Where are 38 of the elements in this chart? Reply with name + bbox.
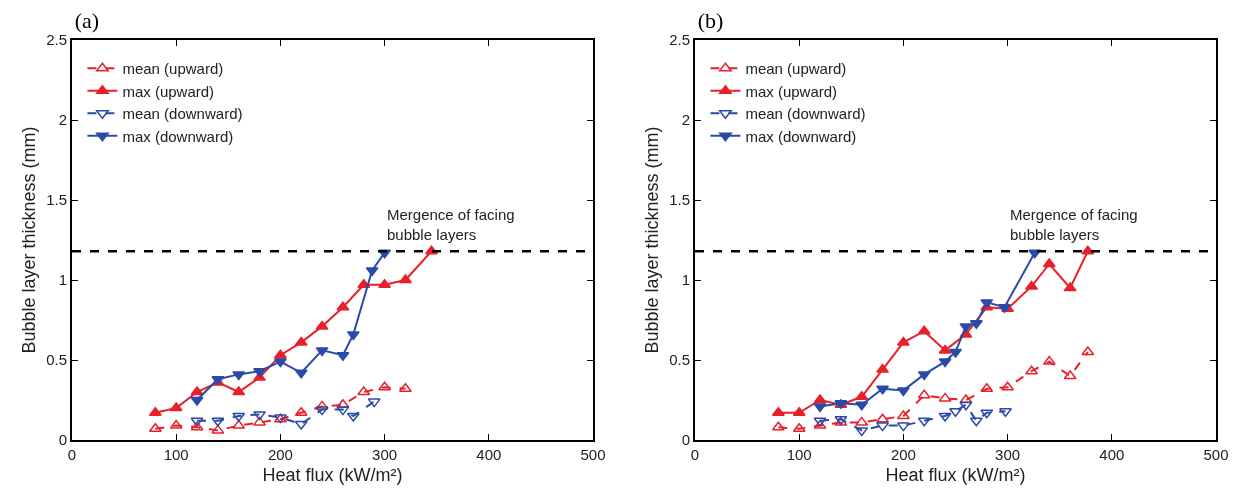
x-tick-label: 400 [476,446,502,463]
y-tick-label: 1.5 [46,191,67,209]
y-tick-label: 1 [58,271,67,289]
y-tick-label: 0 [58,431,67,449]
ref-line-label: Mergence of facing bubble layers [387,206,515,243]
y-tick-label: 1 [681,271,690,289]
y-tick-label: 2.5 [46,31,67,49]
legend-label: max (downward) [122,127,234,145]
chart-title: (b) [697,7,724,33]
x-tick-label: 100 [163,446,189,463]
legend-label: mean (upward) [745,60,847,78]
x-tick-label: 400 [1099,446,1125,463]
y-tick-label: 2.5 [669,31,690,49]
chart-title: (a) [74,7,100,33]
y-tick-label: 0.5 [46,351,67,369]
y-tick-label: 1.5 [669,191,690,209]
legend-label: max (downward) [745,127,857,145]
y-tick-label: 2 [58,111,67,129]
y-axis-title: Bubble layer thickness (mm) [641,126,662,354]
legend-label: mean (downward) [745,105,866,123]
x-tick-label: 300 [372,446,398,463]
y-tick-label: 0 [681,431,690,449]
y-axis-title: Bubble layer thickness (mm) [18,126,39,354]
x-tick-label: 300 [995,446,1021,463]
legend-label: max (upward) [122,82,215,100]
x-tick-label: 500 [1203,446,1229,463]
x-axis-title: Heat flux (kW/m²) [262,464,403,485]
legend-label: mean (downward) [122,105,243,123]
x-tick-label: 500 [580,446,606,463]
y-tick-label: 2 [681,111,690,129]
legend-label: max (upward) [745,82,838,100]
x-tick-label: 200 [267,446,293,463]
y-tick-label: 0.5 [669,351,690,369]
ref-line-label: Mergence of facing bubble layers [1010,206,1138,243]
x-tick-label: 200 [890,446,916,463]
legend-label: mean (upward) [122,60,224,78]
x-tick-label: 100 [786,446,812,463]
x-axis-title: Heat flux (kW/m²) [885,464,1026,485]
